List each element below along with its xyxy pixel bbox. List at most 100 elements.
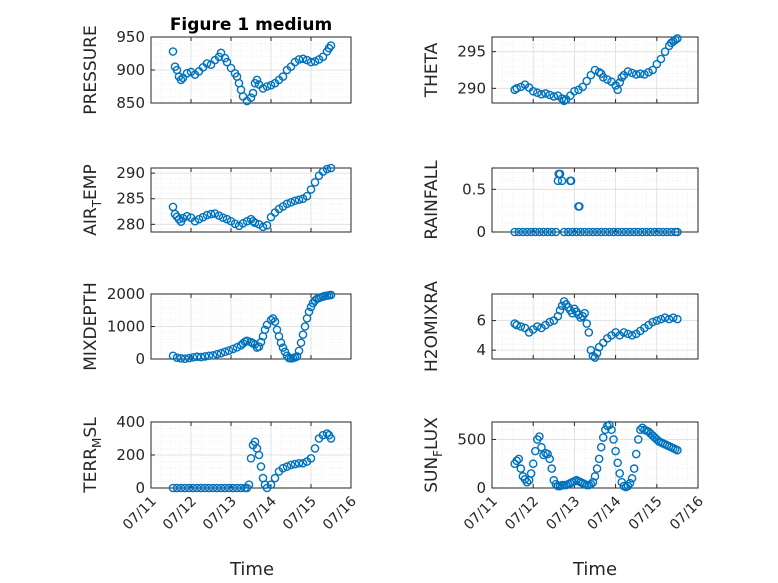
data-point [654,227,664,237]
data-point [652,316,662,325]
data-point [306,57,316,67]
y-tick-label: 400 [116,413,145,431]
data-point [570,86,579,96]
data-point [625,227,635,237]
data-point [266,480,276,490]
y-axis-label: THETA [422,42,442,98]
data-point [236,483,246,493]
data-point [512,456,522,466]
x-axis-label-right: Time [572,559,617,580]
data-point [551,479,561,489]
data-point [535,227,544,237]
data-point [568,308,577,318]
data-point [228,344,238,354]
data-point [326,41,336,50]
data-point [294,458,304,468]
data-point [510,227,519,237]
data-point [530,227,540,237]
data-point [590,65,600,75]
data-point [180,483,190,493]
data-point [298,54,308,64]
data-point [306,453,316,463]
data-point [601,227,610,237]
data-point [656,54,666,64]
data-point [586,479,596,489]
data-point [590,353,600,362]
y-axis-label: H2OMIXRA [422,281,442,372]
data-point [302,55,312,65]
y-tick-label: 0.5 [462,180,486,198]
data-point [294,195,304,205]
y-tick-label: 900 [116,61,145,79]
data-point [535,432,544,441]
data-point [294,346,304,356]
y-tick-label: 0 [476,223,486,241]
data-point [188,483,198,493]
data-point [631,449,641,459]
data-point [278,463,288,473]
y-tick-label: 0 [135,350,145,368]
data-point [216,483,226,493]
y-tick-label: 290 [116,164,145,182]
data-point [590,472,600,481]
y-tick-label: 1000 [107,318,145,336]
data-point [196,352,206,362]
data-point [516,82,526,92]
data-point [250,218,260,228]
data-point [638,227,647,237]
x-tick-label: 07/12 [160,494,200,534]
data-point [294,55,304,64]
data-point [547,227,557,237]
data-point [545,90,554,100]
data-point [228,483,238,493]
data-point [623,329,633,339]
data-point [576,227,585,237]
data-point [613,227,622,237]
x-tick-label: 07/15 [280,494,320,534]
x-tick-label: 07/14 [240,493,280,533]
data-point [176,75,186,85]
y-tick-label: 4 [476,341,486,359]
data-point [648,65,657,75]
data-point [216,348,226,358]
data-point [244,480,254,490]
data-point [660,313,670,322]
data-point [300,322,310,331]
data-point [671,35,680,45]
data-point [615,78,625,87]
data-point [545,454,554,464]
axes-border [491,167,699,233]
subplot-sun_flux: 0 500 SUNFLUX 07/11 07/12 07/13 07/14 07/15 07/1… [422,417,707,534]
data-point [605,420,614,430]
y-tick-label: 2000 [107,285,145,303]
data-point [516,464,526,473]
data-point [192,352,202,362]
data-point [664,314,674,324]
subplot-rainfall: 0 0.5 RAINFALL [422,160,699,241]
data-point [174,214,184,224]
data-point [545,317,554,327]
data-point [596,227,606,237]
data-point [168,47,178,56]
data-point [646,227,655,237]
data-point [310,444,320,453]
data-point [224,346,234,355]
data-point [543,449,552,459]
y-axis-label: RAINFALL [422,160,442,240]
data-point [559,96,569,106]
data-point [286,460,296,470]
y-tick-label: 295 [457,43,486,61]
data-point [212,349,222,359]
x-tick-label: 07/16 [320,493,360,533]
data-point [652,59,662,69]
y-tick-label: 0 [476,479,486,497]
data-point [220,483,230,493]
data-point [533,322,542,331]
data-point [254,450,264,460]
data-point [603,75,612,84]
data-point [172,483,182,493]
data-point [302,191,312,201]
data-point [623,67,633,76]
data-point [598,433,608,442]
subplot-terr_msl: 0 200 400 TERRMSL 07/11 07/12 07/13 07/14 07/15 0… [81,413,360,533]
